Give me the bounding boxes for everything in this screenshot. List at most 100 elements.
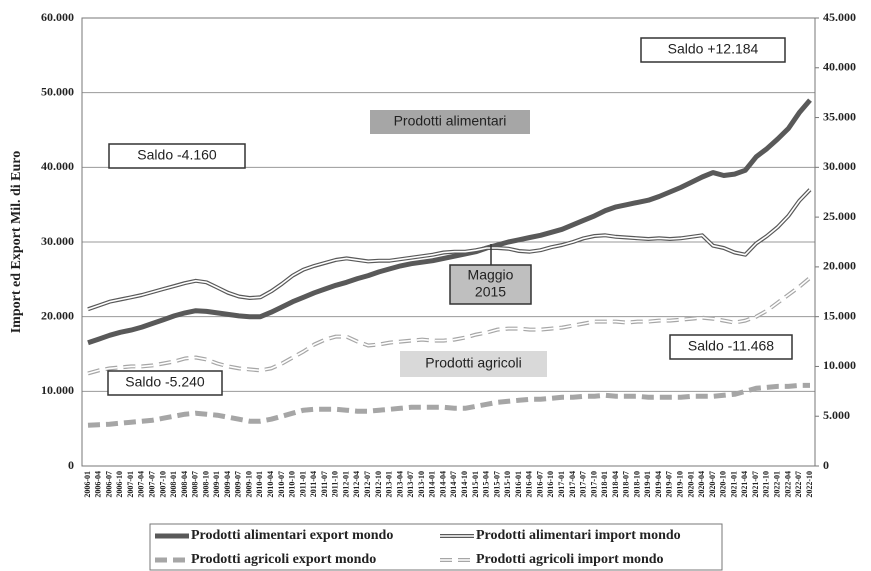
annotation-box — [449, 264, 532, 305]
y-tick-label: 0 — [68, 458, 74, 472]
series-line — [87, 277, 811, 375]
x-tick-label: 2021-10 — [762, 471, 771, 498]
x-tick-label: 2007-07 — [147, 471, 156, 498]
y2-tick-label: 35.000 — [823, 109, 856, 123]
x-tick-label: 2012-07 — [363, 471, 372, 498]
x-tick-label: 2012-01 — [341, 471, 350, 498]
x-tick-label: 2022-10 — [805, 471, 814, 498]
y2-tick-label: 0 — [823, 458, 829, 472]
x-tick-label: 2006-10 — [115, 471, 124, 498]
x-tick-label: 2016-04 — [525, 471, 534, 498]
x-tick-label: 2013-04 — [395, 471, 404, 498]
x-tick-label: 2011-10 — [331, 471, 340, 497]
x-tick-label: 2021-04 — [740, 471, 749, 498]
x-tick-label: 2020-10 — [719, 471, 728, 498]
x-tick-label: 2015-10 — [503, 471, 512, 498]
y-axis-label: Import ed Export Mil. di Euro — [9, 151, 24, 334]
x-tick-label: 2020-07 — [708, 471, 717, 498]
x-tick-label: 2006-01 — [83, 471, 92, 498]
x-tick-label: 2018-07 — [622, 471, 631, 498]
annotation-text: Prodotti alimentari — [394, 113, 507, 129]
annotation-text: Saldo -5.240 — [125, 374, 205, 390]
annotation-box — [370, 110, 530, 134]
x-tick-label: 2018-10 — [632, 471, 641, 498]
x-tick-label: 2008-04 — [180, 471, 189, 498]
legend-box — [149, 523, 723, 571]
x-tick-label: 2010-07 — [277, 471, 286, 498]
y-tick-label: 60.000 — [41, 10, 74, 24]
annotation-box — [107, 370, 223, 396]
x-tick-label: 2016-07 — [535, 471, 544, 498]
y2-tick-label: 5.000 — [823, 408, 850, 422]
annotation-text: Saldo -4.160 — [137, 147, 217, 163]
x-tick-label: 2021-01 — [729, 471, 738, 498]
x-tick-label: 2022-01 — [772, 471, 781, 498]
x-tick-label: 2022-07 — [794, 471, 803, 498]
x-tick-label: 2006-04 — [94, 471, 103, 498]
x-tick-label: 2011-07 — [320, 471, 329, 497]
annotation-box — [669, 334, 793, 360]
x-tick-label: 2006-07 — [104, 471, 113, 498]
y-tick-label: 30.000 — [41, 234, 74, 248]
x-tick-label: 2008-10 — [201, 471, 210, 498]
plot-frame — [81, 17, 816, 467]
x-tick-label: 2020-01 — [686, 471, 695, 498]
x-tick-label: 2017-01 — [557, 471, 566, 498]
x-tick-label: 2019-04 — [654, 471, 663, 498]
x-tick-label: 2011-01 — [298, 471, 307, 497]
y-tick-label: 40.000 — [41, 159, 74, 173]
y-tick-label: 20.000 — [41, 308, 74, 322]
x-tick-label: 2017-07 — [579, 471, 588, 498]
x-tick-label: 2019-01 — [643, 471, 652, 498]
series-line — [87, 189, 811, 310]
x-tick-label: 2019-10 — [676, 471, 685, 498]
legend-label: Prodotti alimentari export mondo — [191, 528, 393, 543]
x-tick-label: 2007-04 — [137, 471, 146, 498]
x-tick-label: 2009-07 — [234, 471, 243, 498]
x-tick-label: 2009-10 — [244, 471, 253, 498]
x-tick-label: 2018-01 — [600, 471, 609, 498]
y2-tick-label: 40.000 — [823, 60, 856, 74]
x-tick-label: 2012-04 — [352, 471, 361, 498]
x-tick-label: 2021-07 — [751, 471, 760, 498]
x-tick-label: 2007-01 — [126, 471, 135, 498]
x-tick-label: 2014-01 — [428, 471, 437, 498]
x-tick-label: 2018-04 — [611, 471, 620, 498]
annotation-text: 2015 — [475, 284, 506, 300]
y-tick-label: 10.000 — [41, 383, 74, 397]
x-tick-label: 2014-10 — [460, 471, 469, 498]
x-tick-label: 2019-07 — [665, 471, 674, 498]
x-tick-label: 2016-10 — [546, 471, 555, 498]
x-tick-label: 2017-04 — [568, 471, 577, 498]
annotation-text: Saldo -11.468 — [688, 338, 774, 354]
x-tick-label: 2008-01 — [169, 471, 178, 498]
y2-tick-label: 10.000 — [823, 358, 856, 372]
x-tick-label: 2015-01 — [471, 471, 480, 498]
annotation-text: Prodotti agricoli — [425, 355, 522, 371]
y2-tick-label: 45.000 — [823, 10, 856, 24]
series-line — [87, 188, 812, 312]
x-tick-label: 2017-10 — [589, 471, 598, 498]
x-tick-label: 2012-10 — [374, 471, 383, 498]
annotation-text: Maggio — [468, 267, 514, 283]
x-tick-label: 2007-10 — [158, 471, 167, 498]
y2-tick-label: 30.000 — [823, 159, 856, 173]
x-tick-label: 2020-04 — [697, 471, 706, 498]
annotation-box — [640, 37, 786, 63]
x-tick-label: 2009-01 — [212, 471, 221, 498]
x-tick-label: 2010-01 — [255, 471, 264, 498]
legend-label: Prodotti agricoli export mondo — [191, 552, 376, 567]
annotation-box — [108, 143, 246, 169]
series-line — [87, 382, 810, 428]
series-line — [87, 98, 812, 346]
x-tick-label: 2013-01 — [385, 471, 394, 498]
x-tick-label: 2015-04 — [482, 471, 491, 498]
annotation-box — [400, 351, 547, 377]
annotation-text: Saldo +12.184 — [668, 41, 759, 57]
x-tick-label: 2013-10 — [417, 471, 426, 498]
y-tick-label: 50.000 — [41, 84, 74, 98]
x-tick-label: 2015-07 — [492, 471, 501, 498]
x-tick-label: 2014-04 — [438, 471, 447, 498]
x-tick-label: 2014-07 — [449, 471, 458, 498]
